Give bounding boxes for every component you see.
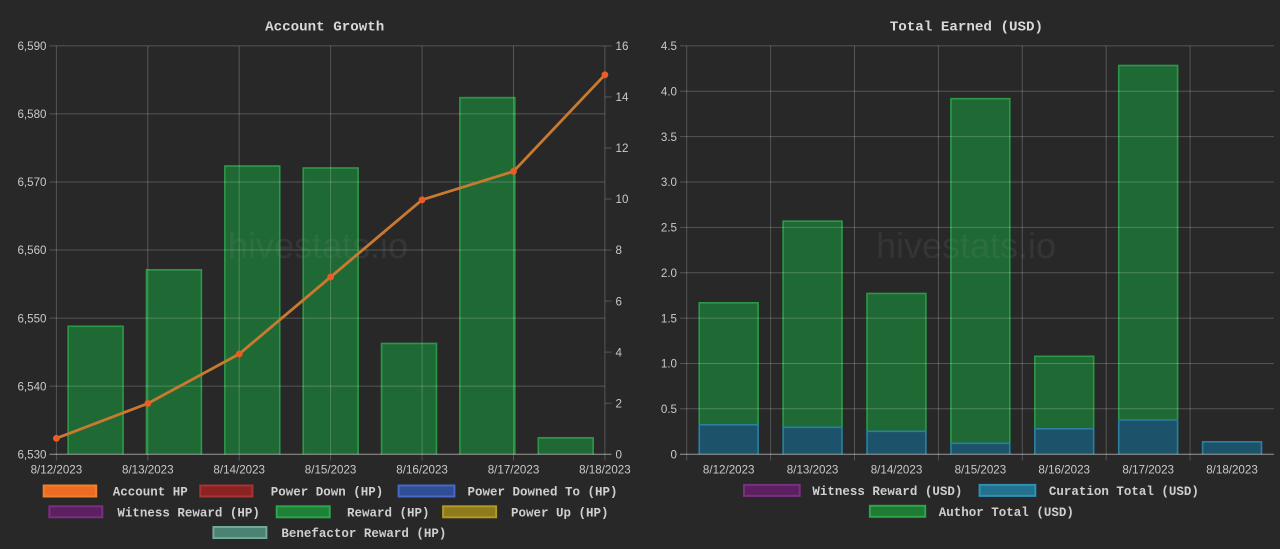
- svg-text:Witness Reward (USD): Witness Reward (USD): [812, 485, 962, 499]
- svg-text:4.0: 4.0: [661, 86, 677, 99]
- svg-text:8/14/2023: 8/14/2023: [871, 464, 923, 477]
- svg-text:4.5: 4.5: [661, 40, 677, 53]
- svg-text:12: 12: [616, 142, 629, 155]
- svg-text:8/13/2023: 8/13/2023: [787, 464, 839, 477]
- svg-text:16: 16: [616, 40, 629, 53]
- svg-text:3.5: 3.5: [661, 131, 677, 144]
- svg-text:Power Up (HP): Power Up (HP): [511, 506, 609, 520]
- svg-text:6,540: 6,540: [17, 380, 46, 393]
- svg-text:6,530: 6,530: [17, 448, 46, 461]
- svg-text:3.0: 3.0: [661, 176, 677, 189]
- svg-text:4: 4: [616, 346, 623, 359]
- svg-text:8/12/2023: 8/12/2023: [31, 464, 83, 477]
- svg-text:2.5: 2.5: [661, 222, 677, 235]
- svg-text:Curation Total (USD): Curation Total (USD): [1049, 485, 1199, 499]
- svg-text:hivestats.io: hivestats.io: [228, 225, 408, 266]
- svg-text:8/18/2023: 8/18/2023: [1206, 464, 1258, 477]
- svg-text:14: 14: [616, 91, 629, 104]
- svg-text:Benefactor Reward (HP): Benefactor Reward (HP): [281, 527, 446, 541]
- svg-text:hivestats.io: hivestats.io: [876, 225, 1056, 266]
- svg-text:2: 2: [616, 397, 622, 410]
- svg-text:6,560: 6,560: [17, 244, 46, 257]
- svg-text:0.5: 0.5: [661, 403, 677, 416]
- svg-text:Author Total (USD): Author Total (USD): [939, 506, 1074, 520]
- svg-text:6,550: 6,550: [17, 312, 46, 325]
- svg-text:10: 10: [616, 193, 629, 206]
- svg-text:8/17/2023: 8/17/2023: [488, 464, 540, 477]
- svg-text:8/15/2023: 8/15/2023: [305, 464, 357, 477]
- svg-text:8: 8: [616, 244, 622, 257]
- svg-text:8/16/2023: 8/16/2023: [1038, 464, 1090, 477]
- svg-text:6,580: 6,580: [17, 108, 46, 121]
- svg-text:Reward (HP): Reward (HP): [347, 506, 430, 520]
- svg-text:8/16/2023: 8/16/2023: [396, 464, 448, 477]
- svg-text:6,590: 6,590: [17, 40, 46, 53]
- svg-text:2.0: 2.0: [661, 267, 677, 280]
- svg-text:8/13/2023: 8/13/2023: [122, 464, 174, 477]
- svg-text:Account Growth: Account Growth: [265, 20, 384, 36]
- svg-text:1.0: 1.0: [661, 358, 677, 371]
- svg-text:0: 0: [671, 448, 677, 461]
- svg-text:Total Earned (USD): Total Earned (USD): [890, 20, 1043, 36]
- svg-text:Power Down (HP): Power Down (HP): [271, 486, 384, 500]
- svg-text:8/14/2023: 8/14/2023: [213, 464, 265, 477]
- svg-text:Witness Reward (HP): Witness Reward (HP): [117, 506, 260, 520]
- svg-text:6: 6: [616, 295, 622, 308]
- svg-text:1.5: 1.5: [661, 312, 677, 325]
- svg-text:6,570: 6,570: [17, 176, 46, 189]
- svg-text:8/15/2023: 8/15/2023: [955, 464, 1007, 477]
- svg-text:8/17/2023: 8/17/2023: [1122, 464, 1174, 477]
- svg-text:Power Downed To (HP): Power Downed To (HP): [468, 486, 618, 500]
- svg-text:8/12/2023: 8/12/2023: [703, 464, 755, 477]
- svg-text:Account HP: Account HP: [113, 486, 188, 500]
- svg-text:0: 0: [616, 448, 622, 461]
- svg-text:8/18/2023: 8/18/2023: [579, 464, 631, 477]
